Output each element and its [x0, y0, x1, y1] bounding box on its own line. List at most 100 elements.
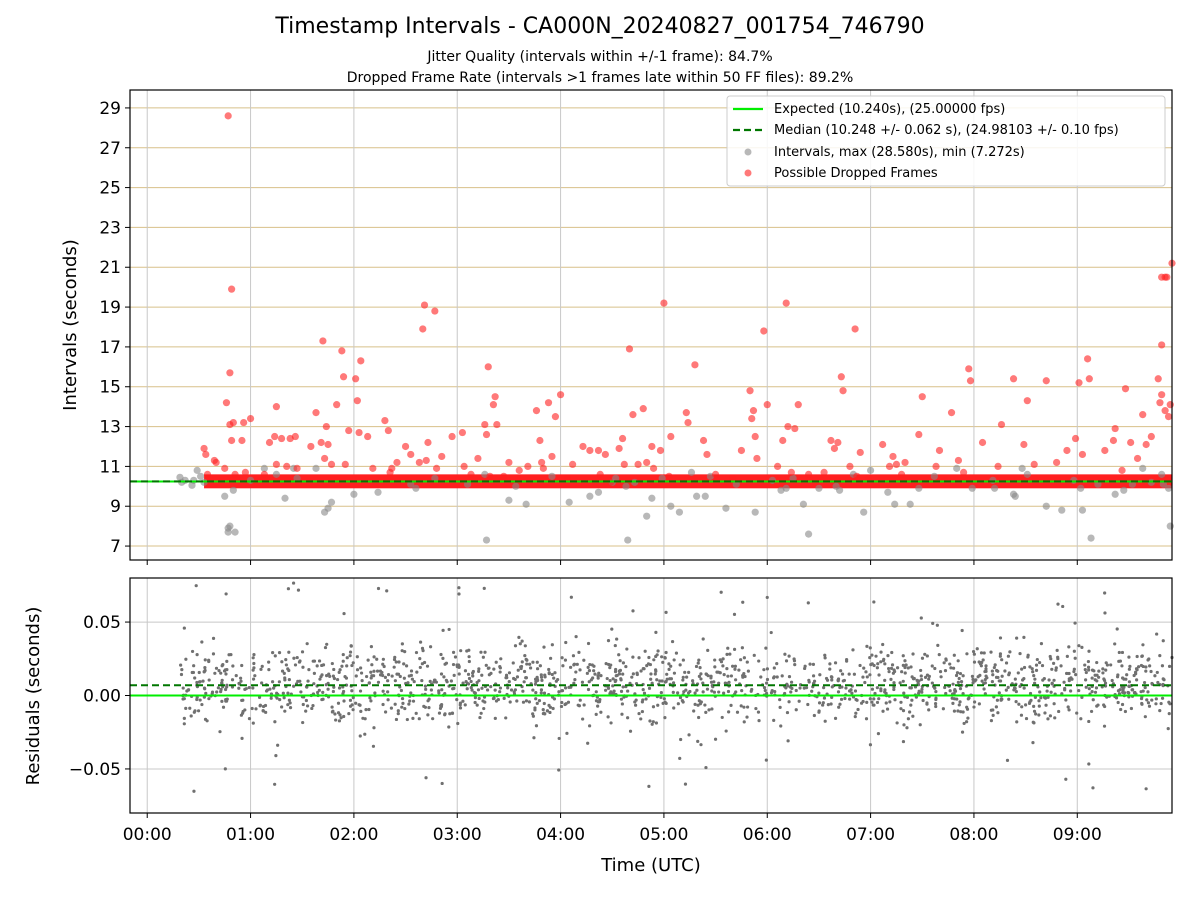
residual-point: [1064, 777, 1068, 781]
dropped-frame-point: [667, 432, 675, 441]
residual-point: [539, 675, 544, 679]
residual-point: [220, 681, 224, 685]
residual-point: [358, 689, 363, 693]
residual-point: [927, 708, 931, 712]
residual-point: [240, 663, 244, 668]
residual-point: [509, 688, 514, 692]
residual-point: [548, 710, 552, 715]
residual-point: [398, 674, 402, 679]
residual-point: [1004, 688, 1008, 692]
residual-point: [900, 670, 904, 674]
residual-point: [1056, 655, 1060, 659]
residual-point: [447, 627, 451, 632]
dropped-frame-point: [794, 401, 802, 409]
residual-point: [370, 663, 374, 667]
residual-point: [1115, 627, 1119, 631]
residual-point: [553, 671, 557, 675]
residual-point: [759, 675, 763, 679]
residual-point: [312, 671, 316, 675]
residual-point: [895, 666, 900, 670]
residual-point: [1052, 702, 1056, 706]
residual-point: [1004, 661, 1009, 665]
residual-point: [550, 643, 554, 647]
dropped-frame-point: [997, 420, 1006, 429]
residual-point: [978, 673, 982, 677]
dropped-frame-point: [586, 446, 594, 455]
residual-point: [663, 716, 667, 720]
residual-point: [624, 664, 628, 669]
residual-point: [361, 716, 365, 720]
residual-point: [789, 690, 793, 694]
residual-point: [875, 666, 879, 670]
dropped-frame-point: [892, 460, 901, 469]
interval-point: [226, 522, 234, 530]
dropped-frame-point: [729, 474, 737, 482]
residual-point: [1116, 700, 1120, 705]
residual-point: [380, 670, 384, 675]
residual-point: [1116, 689, 1121, 693]
residual-point: [1070, 677, 1074, 681]
residual-point: [470, 688, 474, 692]
residual-point: [455, 665, 459, 669]
residual-point: [862, 666, 866, 670]
residual-point: [1080, 645, 1084, 649]
residual-point: [327, 672, 331, 676]
residual-point: [654, 668, 658, 672]
residual-point: [1145, 698, 1149, 702]
residual-point: [865, 675, 869, 679]
residual-point: [749, 689, 753, 693]
residual-point: [721, 664, 725, 668]
interval-point: [751, 508, 759, 516]
residual-point: [463, 669, 468, 673]
residual-point: [220, 664, 224, 668]
residual-point: [477, 696, 481, 701]
residual-point: [1028, 691, 1033, 696]
residual-point: [598, 697, 602, 702]
residual-point: [305, 642, 309, 646]
residual-point: [557, 736, 561, 741]
residual-point: [560, 656, 564, 660]
residual-point: [1125, 673, 1129, 677]
residual-point: [911, 714, 915, 718]
residual-point: [698, 702, 702, 706]
residual-point: [733, 667, 737, 671]
residual-point: [641, 688, 645, 692]
residual-point: [727, 680, 731, 684]
residual-point: [560, 700, 564, 705]
dropped-frame-point: [563, 474, 572, 482]
dropped-frame-point: [954, 456, 963, 465]
residual-point: [1039, 696, 1043, 700]
residual-point: [1055, 648, 1059, 652]
residual-point: [1080, 695, 1084, 699]
dropped-frame-point: [994, 462, 1002, 470]
residual-point: [299, 690, 303, 694]
dropped-frame-point: [1111, 424, 1119, 433]
residual-point: [337, 719, 342, 723]
residual-point: [879, 650, 883, 654]
residual-point: [527, 700, 531, 704]
dropped-frame-point: [238, 436, 246, 445]
dropped-frame-point: [753, 454, 761, 463]
residual-point: [403, 650, 407, 654]
residual-point: [458, 706, 463, 710]
interval-point: [412, 484, 420, 492]
residual-point: [581, 717, 585, 721]
residual-point: [193, 676, 197, 680]
residual-point: [979, 651, 984, 655]
residual-point: [763, 688, 767, 693]
residual-point: [1000, 658, 1004, 662]
residual-point: [1167, 712, 1171, 716]
residual-point: [315, 664, 319, 668]
dropped-frame-point: [889, 452, 897, 461]
residual-point: [407, 702, 411, 706]
residual-point: [959, 710, 963, 714]
dropped-frame-point: [539, 464, 547, 472]
residual-point: [593, 672, 597, 676]
residual-point: [311, 659, 315, 663]
residual-point: [1045, 689, 1049, 693]
bottom-y-tick-label: 0.05: [83, 613, 121, 633]
residual-point: [671, 681, 676, 685]
residual-point: [872, 600, 876, 604]
residual-point: [1067, 671, 1071, 676]
residual-point: [521, 689, 525, 693]
